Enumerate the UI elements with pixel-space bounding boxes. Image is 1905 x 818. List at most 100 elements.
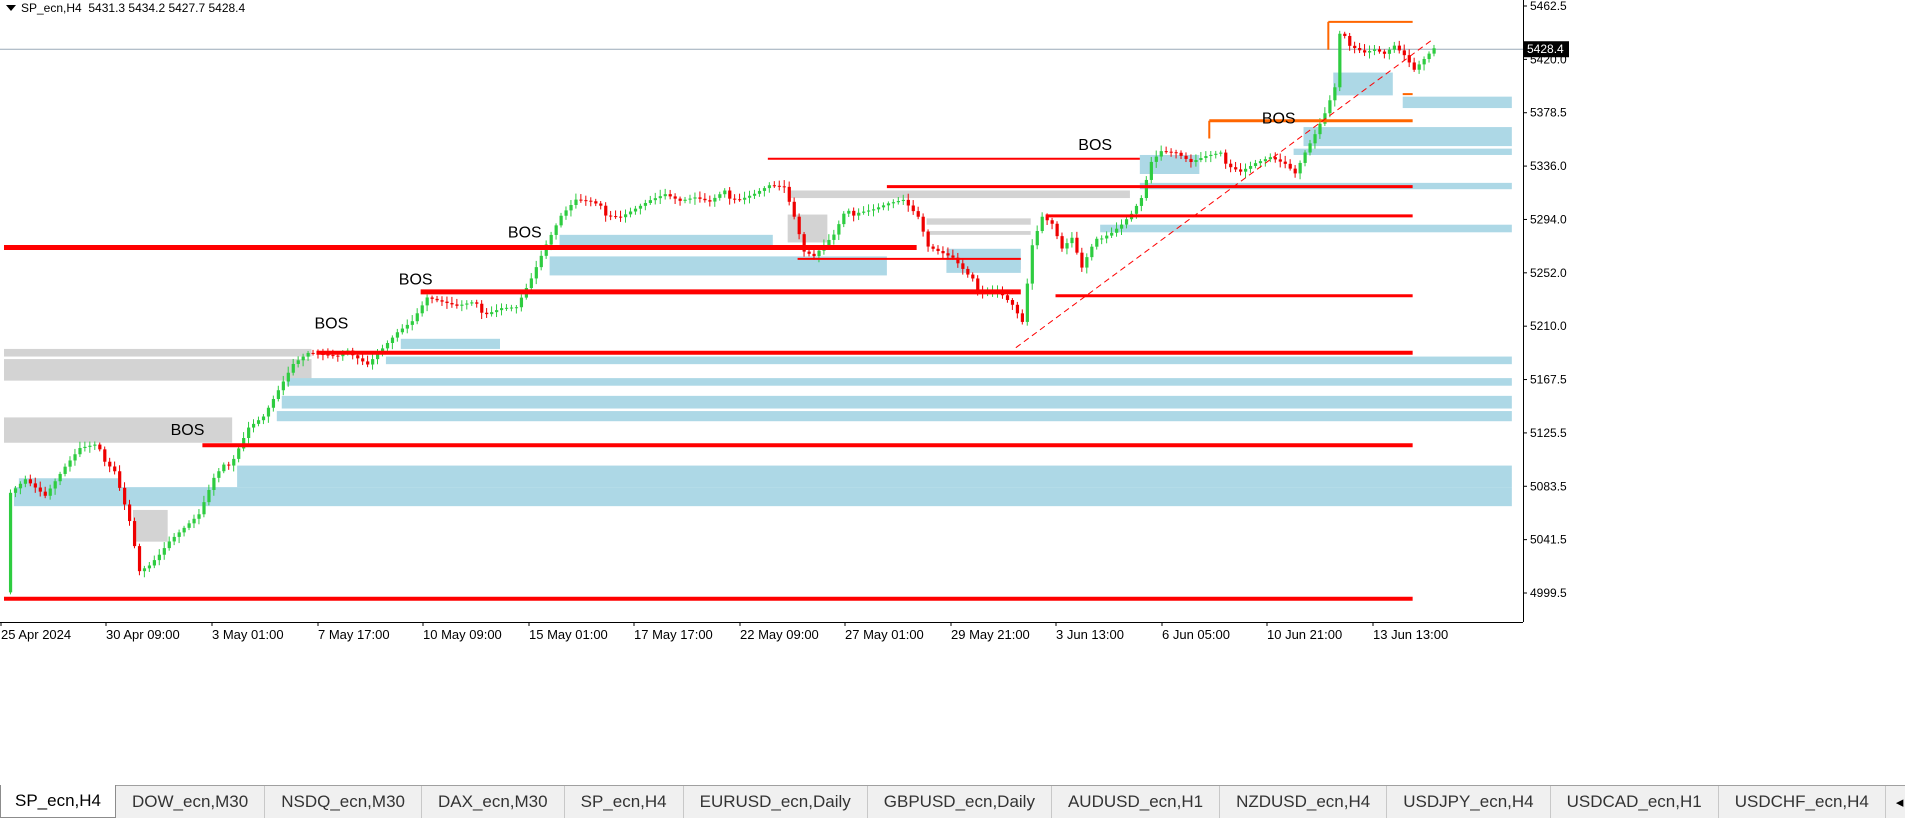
bos-label: BOS [508, 224, 542, 241]
tab-usdcad-ecn-h1[interactable]: USDCAD_ecn,H1 [1551, 786, 1719, 818]
candle-body [1258, 161, 1263, 164]
candle-body [792, 201, 796, 217]
candle-body [951, 255, 955, 258]
candle-body [1139, 198, 1144, 206]
supply-zone-gray [926, 231, 1031, 235]
tab-usdchf-ecn-h4[interactable]: USDCHF_ecn,H4 [1719, 786, 1886, 818]
supply-zone-gray [132, 509, 168, 542]
tab-usdjpy-ecn-h4[interactable]: USDJPY_ecn,H4 [1387, 786, 1551, 818]
price-tick-label: 5336.0 [1530, 159, 1567, 173]
candle-body [8, 492, 13, 593]
tab-nzdusd-ecn-h4[interactable]: NZDUSD_ecn,H4 [1220, 786, 1388, 818]
candle-body [1263, 159, 1268, 162]
candle-body [1298, 162, 1302, 174]
tab-dax-ecn-m30[interactable]: DAX_ecn,M30 [422, 786, 565, 818]
scroll-left-icon[interactable]: ◂ [1895, 794, 1904, 811]
candle-body [1338, 33, 1342, 88]
candle-body [182, 527, 186, 533]
candle-body [420, 305, 424, 314]
candle-body [1308, 143, 1312, 153]
candle-body [425, 297, 429, 306]
price-tick-label: 5125.5 [1530, 426, 1567, 440]
candle-body [1020, 313, 1024, 322]
candle-body [797, 216, 801, 235]
candle-body [430, 297, 434, 299]
tab-dow-ecn-m30[interactable]: DOW_ecn,M30 [116, 786, 266, 818]
candle-body [1199, 158, 1203, 161]
candle-body [554, 225, 558, 235]
candle-body [549, 234, 553, 245]
bos-label: BOS [1078, 137, 1112, 154]
candle-body [1432, 48, 1436, 54]
time-tick-label: 10 May 09:00 [423, 627, 502, 642]
tab-gbpusd-ecn-daily[interactable]: GBPUSD_ecn,Daily [868, 786, 1052, 818]
time-tick-label: 13 Jun 13:00 [1373, 627, 1448, 642]
candle-body [326, 354, 330, 356]
demand-zone-blue [1293, 148, 1512, 155]
candle-body [787, 186, 791, 202]
candle-body [1363, 50, 1367, 53]
candle-body [881, 205, 886, 208]
candle-body [1239, 169, 1243, 172]
tab-nsdq-ecn-m30[interactable]: NSDQ_ecn,M30 [265, 786, 422, 818]
candle-body [1358, 48, 1362, 51]
candle-body [48, 488, 52, 496]
candle-body [628, 211, 633, 215]
candle-body [63, 466, 67, 474]
candle-body [1318, 123, 1322, 135]
time-tick-label: 7 May 17:00 [318, 627, 390, 642]
candle-body [113, 466, 117, 472]
candle-body [177, 532, 181, 537]
candle-body [1010, 300, 1015, 305]
chart-area[interactable]: BOS BOS BOS BOS BOS BOS 5462.5 5420.0 5378.5 5336… [0, 0, 1905, 785]
candle-body [624, 214, 628, 218]
trend-line [1015, 39, 1433, 349]
candle-body [931, 246, 935, 249]
candle-body [103, 449, 107, 462]
candle-body [1154, 156, 1158, 162]
candle-body [1120, 224, 1124, 229]
candle-body [1372, 49, 1377, 51]
candle-body [1387, 49, 1392, 54]
tab-sp-ecn-h4[interactable]: SP_ecn,H4 [565, 786, 684, 818]
candle-body [1115, 228, 1119, 233]
tab-eurusd-ecn-daily[interactable]: EURUSD_ecn,Daily [684, 786, 868, 818]
candle-body [1105, 235, 1109, 239]
candle-body [663, 194, 667, 197]
symbol-label: SP_ecn,H4 [21, 1, 82, 15]
candle-body [1055, 223, 1059, 237]
candle-body [653, 198, 657, 201]
candle-body [1407, 55, 1411, 63]
candle-body [202, 502, 206, 515]
candle-body [1174, 152, 1178, 154]
supply-zone-gray [4, 417, 233, 443]
candle-body [495, 310, 499, 313]
demand-zone-blue [281, 395, 1512, 409]
candle-body [261, 416, 266, 421]
candle-body [475, 302, 479, 304]
candle-body [509, 307, 514, 309]
collapse-triangle-icon[interactable] [6, 5, 16, 11]
candle-body [673, 196, 677, 199]
candle-body [296, 360, 300, 364]
candle-body [911, 205, 915, 212]
candle-body [68, 460, 72, 467]
tab-sp-ecn-h4[interactable]: SP_ecn,H4 [0, 785, 116, 818]
price-chart[interactable]: BOSBOSBOSBOSBOSBOS5462.55420.05378.55336… [0, 0, 1905, 785]
ohlc-values: 5431.3 5434.2 5427.7 5428.4 [88, 1, 246, 15]
candle-body [633, 208, 638, 212]
candle-body [217, 471, 221, 478]
candle-body [212, 477, 216, 490]
tab-audusd-ecn-h1[interactable]: AUDUSD_ecn,H1 [1052, 786, 1221, 818]
candle-body [569, 204, 573, 211]
demand-zone-blue [276, 411, 1512, 422]
candle-body [1224, 152, 1228, 164]
candle-body [1159, 151, 1163, 157]
candle-body [713, 197, 717, 202]
candle-body [142, 568, 147, 572]
candle-body [1368, 50, 1372, 53]
candle-body [658, 196, 662, 199]
candle-body [1164, 151, 1168, 153]
candle-body [1194, 160, 1198, 163]
demand-zone-blue [286, 378, 1512, 386]
